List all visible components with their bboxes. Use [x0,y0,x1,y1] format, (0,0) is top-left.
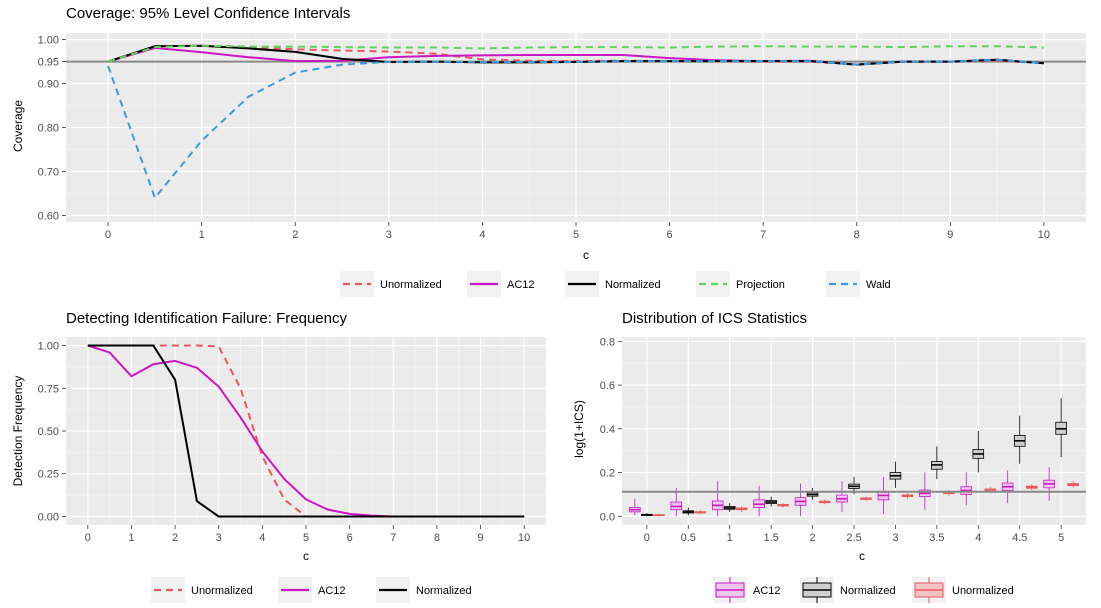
y-tick-label: 0.80 [38,123,59,135]
x-tick-label: 7 [390,532,396,544]
x-tick-label: 1.5 [763,532,778,544]
coverage-x-axis-label: c [583,248,589,262]
x-tick-label: 5 [1058,532,1064,544]
series-line-wald [107,58,1044,199]
x-tick-label: 2 [810,532,816,544]
ics-chart: Distribution of ICS Statistics log(1+ICS… [572,310,1086,563]
x-tick-label: 2 [172,532,178,544]
legend-label-normalized: Normalized [840,585,896,597]
ics-y-axis-label: log(1+ICS) [572,400,586,458]
y-tick-label: 0.2 [600,468,615,480]
y-tick-label: 0.50 [38,426,59,438]
frequency-chart: Detecting Identification Failure: Freque… [11,310,546,563]
x-tick-label: 7 [760,229,766,241]
x-tick-label: 4 [479,229,485,241]
legend-label-unormalized: Unormalized [191,585,253,597]
x-tick-label: 5 [573,229,579,241]
x-tick-label: 9 [477,532,483,544]
x-tick-label: 6 [667,229,673,241]
frequency-x-axis-label: c [303,549,309,563]
x-tick-label: 4.5 [1012,532,1027,544]
x-tick-label: 3 [216,532,222,544]
legend-label-ac12: AC12 [753,585,781,597]
coverage-chart: Coverage: 95% Level Confidence Intervals… [11,5,1086,262]
x-tick-label: 10 [1038,229,1050,241]
series-line-projection [107,44,1044,63]
x-tick-label: 2.5 [846,532,861,544]
x-tick-label: 3 [892,532,898,544]
legend-label-projection: Projection [736,279,785,291]
legend-label-unormalized: Unormalized [952,585,1014,597]
x-tick-label: 4 [975,532,981,544]
legend-label-normalized: Normalized [416,585,472,597]
x-tick-label: 0 [105,229,111,241]
x-tick-label: 5 [303,532,309,544]
legend-label-unormalized: Unormalized [380,279,442,291]
y-tick-label: 0.00 [38,511,59,523]
legend-label-ac12: AC12 [318,585,346,597]
y-tick-label: 1.00 [38,35,59,47]
coverage-legend: Unormalized AC12 Normalized Projection Wald [340,271,891,297]
x-tick-label: 9 [947,229,953,241]
x-tick-label: 3 [386,229,392,241]
frequency-title: Detecting Identification Failure: Freque… [66,310,347,327]
frequency-y-axis-label: Detection Frequency [11,376,25,487]
x-tick-label: 1 [199,229,205,241]
legend-label-normalized: Normalized [605,279,661,291]
coverage-title: Coverage: 95% Level Confidence Intervals [66,5,350,22]
y-tick-label: 0.4 [600,424,615,436]
ics-x-axis-label: c [859,549,865,563]
ics-legend: AC12 Normalized Unormalized [713,577,1014,603]
y-tick-label: 1.00 [38,341,59,353]
y-tick-label: 0.95 [38,57,59,69]
y-tick-label: 0.25 [38,469,59,481]
x-tick-label: 3.5 [929,532,944,544]
x-tick-label: 10 [518,532,530,544]
ics-title: Distribution of ICS Statistics [622,310,807,327]
y-tick-label: 0.75 [38,383,59,395]
y-tick-label: 0.8 [600,336,615,348]
y-tick-label: 0.0 [600,511,615,523]
y-tick-label: 0.6 [600,380,615,392]
x-tick-label: 6 [347,532,353,544]
y-tick-label: 0.70 [38,166,59,178]
frequency-legend: Unormalized AC12 Normalized [151,577,472,603]
series-line-normalized [87,344,525,518]
legend-label-wald: Wald [866,279,891,291]
x-tick-label: 8 [434,532,440,544]
x-tick-label: 0.5 [681,532,696,544]
x-tick-label: 0 [85,532,91,544]
x-tick-label: 2 [292,229,298,241]
legend-label-ac12: AC12 [507,279,535,291]
x-tick-label: 1 [727,532,733,544]
coverage-y-axis-label: Coverage [11,100,25,152]
y-tick-label: 0.90 [38,79,59,91]
x-tick-label: 1 [128,532,134,544]
x-tick-label: 4 [259,532,265,544]
x-tick-label: 0 [644,532,650,544]
y-tick-label: 0.60 [38,210,59,222]
x-tick-label: 8 [854,229,860,241]
